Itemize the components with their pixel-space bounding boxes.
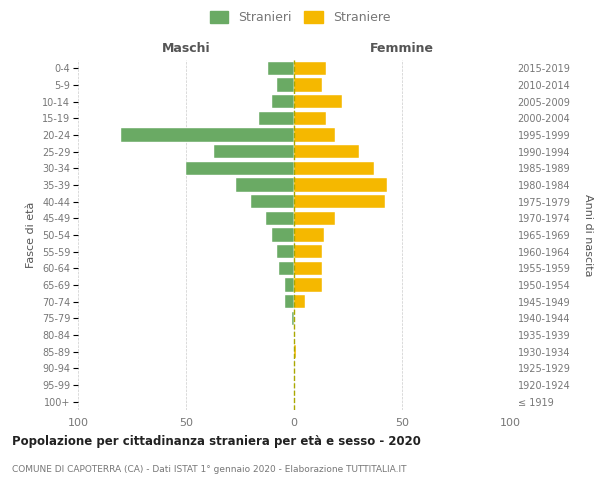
Bar: [294, 262, 322, 275]
Bar: [236, 178, 294, 192]
Bar: [121, 128, 294, 141]
Bar: [294, 212, 335, 225]
Bar: [294, 345, 296, 358]
Bar: [294, 228, 324, 241]
Bar: [294, 95, 341, 108]
Y-axis label: Fasce di età: Fasce di età: [26, 202, 37, 268]
Bar: [268, 62, 294, 75]
Bar: [286, 278, 294, 291]
Bar: [214, 145, 294, 158]
Bar: [294, 178, 387, 192]
Bar: [294, 278, 322, 291]
Bar: [286, 295, 294, 308]
Text: Popolazione per cittadinanza straniera per età e sesso - 2020: Popolazione per cittadinanza straniera p…: [12, 435, 421, 448]
Legend: Stranieri, Straniere: Stranieri, Straniere: [205, 6, 395, 29]
Bar: [294, 78, 322, 92]
Bar: [277, 78, 294, 92]
Text: Maschi: Maschi: [161, 42, 211, 55]
Bar: [259, 112, 294, 125]
Bar: [272, 95, 294, 108]
Bar: [294, 145, 359, 158]
Bar: [294, 195, 385, 208]
Bar: [294, 62, 326, 75]
Bar: [294, 128, 335, 141]
Bar: [294, 112, 326, 125]
Bar: [277, 245, 294, 258]
Y-axis label: Anni di nascita: Anni di nascita: [583, 194, 593, 276]
Bar: [294, 245, 322, 258]
Text: COMUNE DI CAPOTERRA (CA) - Dati ISTAT 1° gennaio 2020 - Elaborazione TUTTITALIA.: COMUNE DI CAPOTERRA (CA) - Dati ISTAT 1°…: [12, 465, 407, 474]
Bar: [294, 295, 305, 308]
Bar: [186, 162, 294, 175]
Text: Femmine: Femmine: [370, 42, 434, 55]
Bar: [272, 228, 294, 241]
Bar: [292, 312, 294, 325]
Bar: [294, 162, 374, 175]
Bar: [279, 262, 294, 275]
Bar: [266, 212, 294, 225]
Bar: [251, 195, 294, 208]
